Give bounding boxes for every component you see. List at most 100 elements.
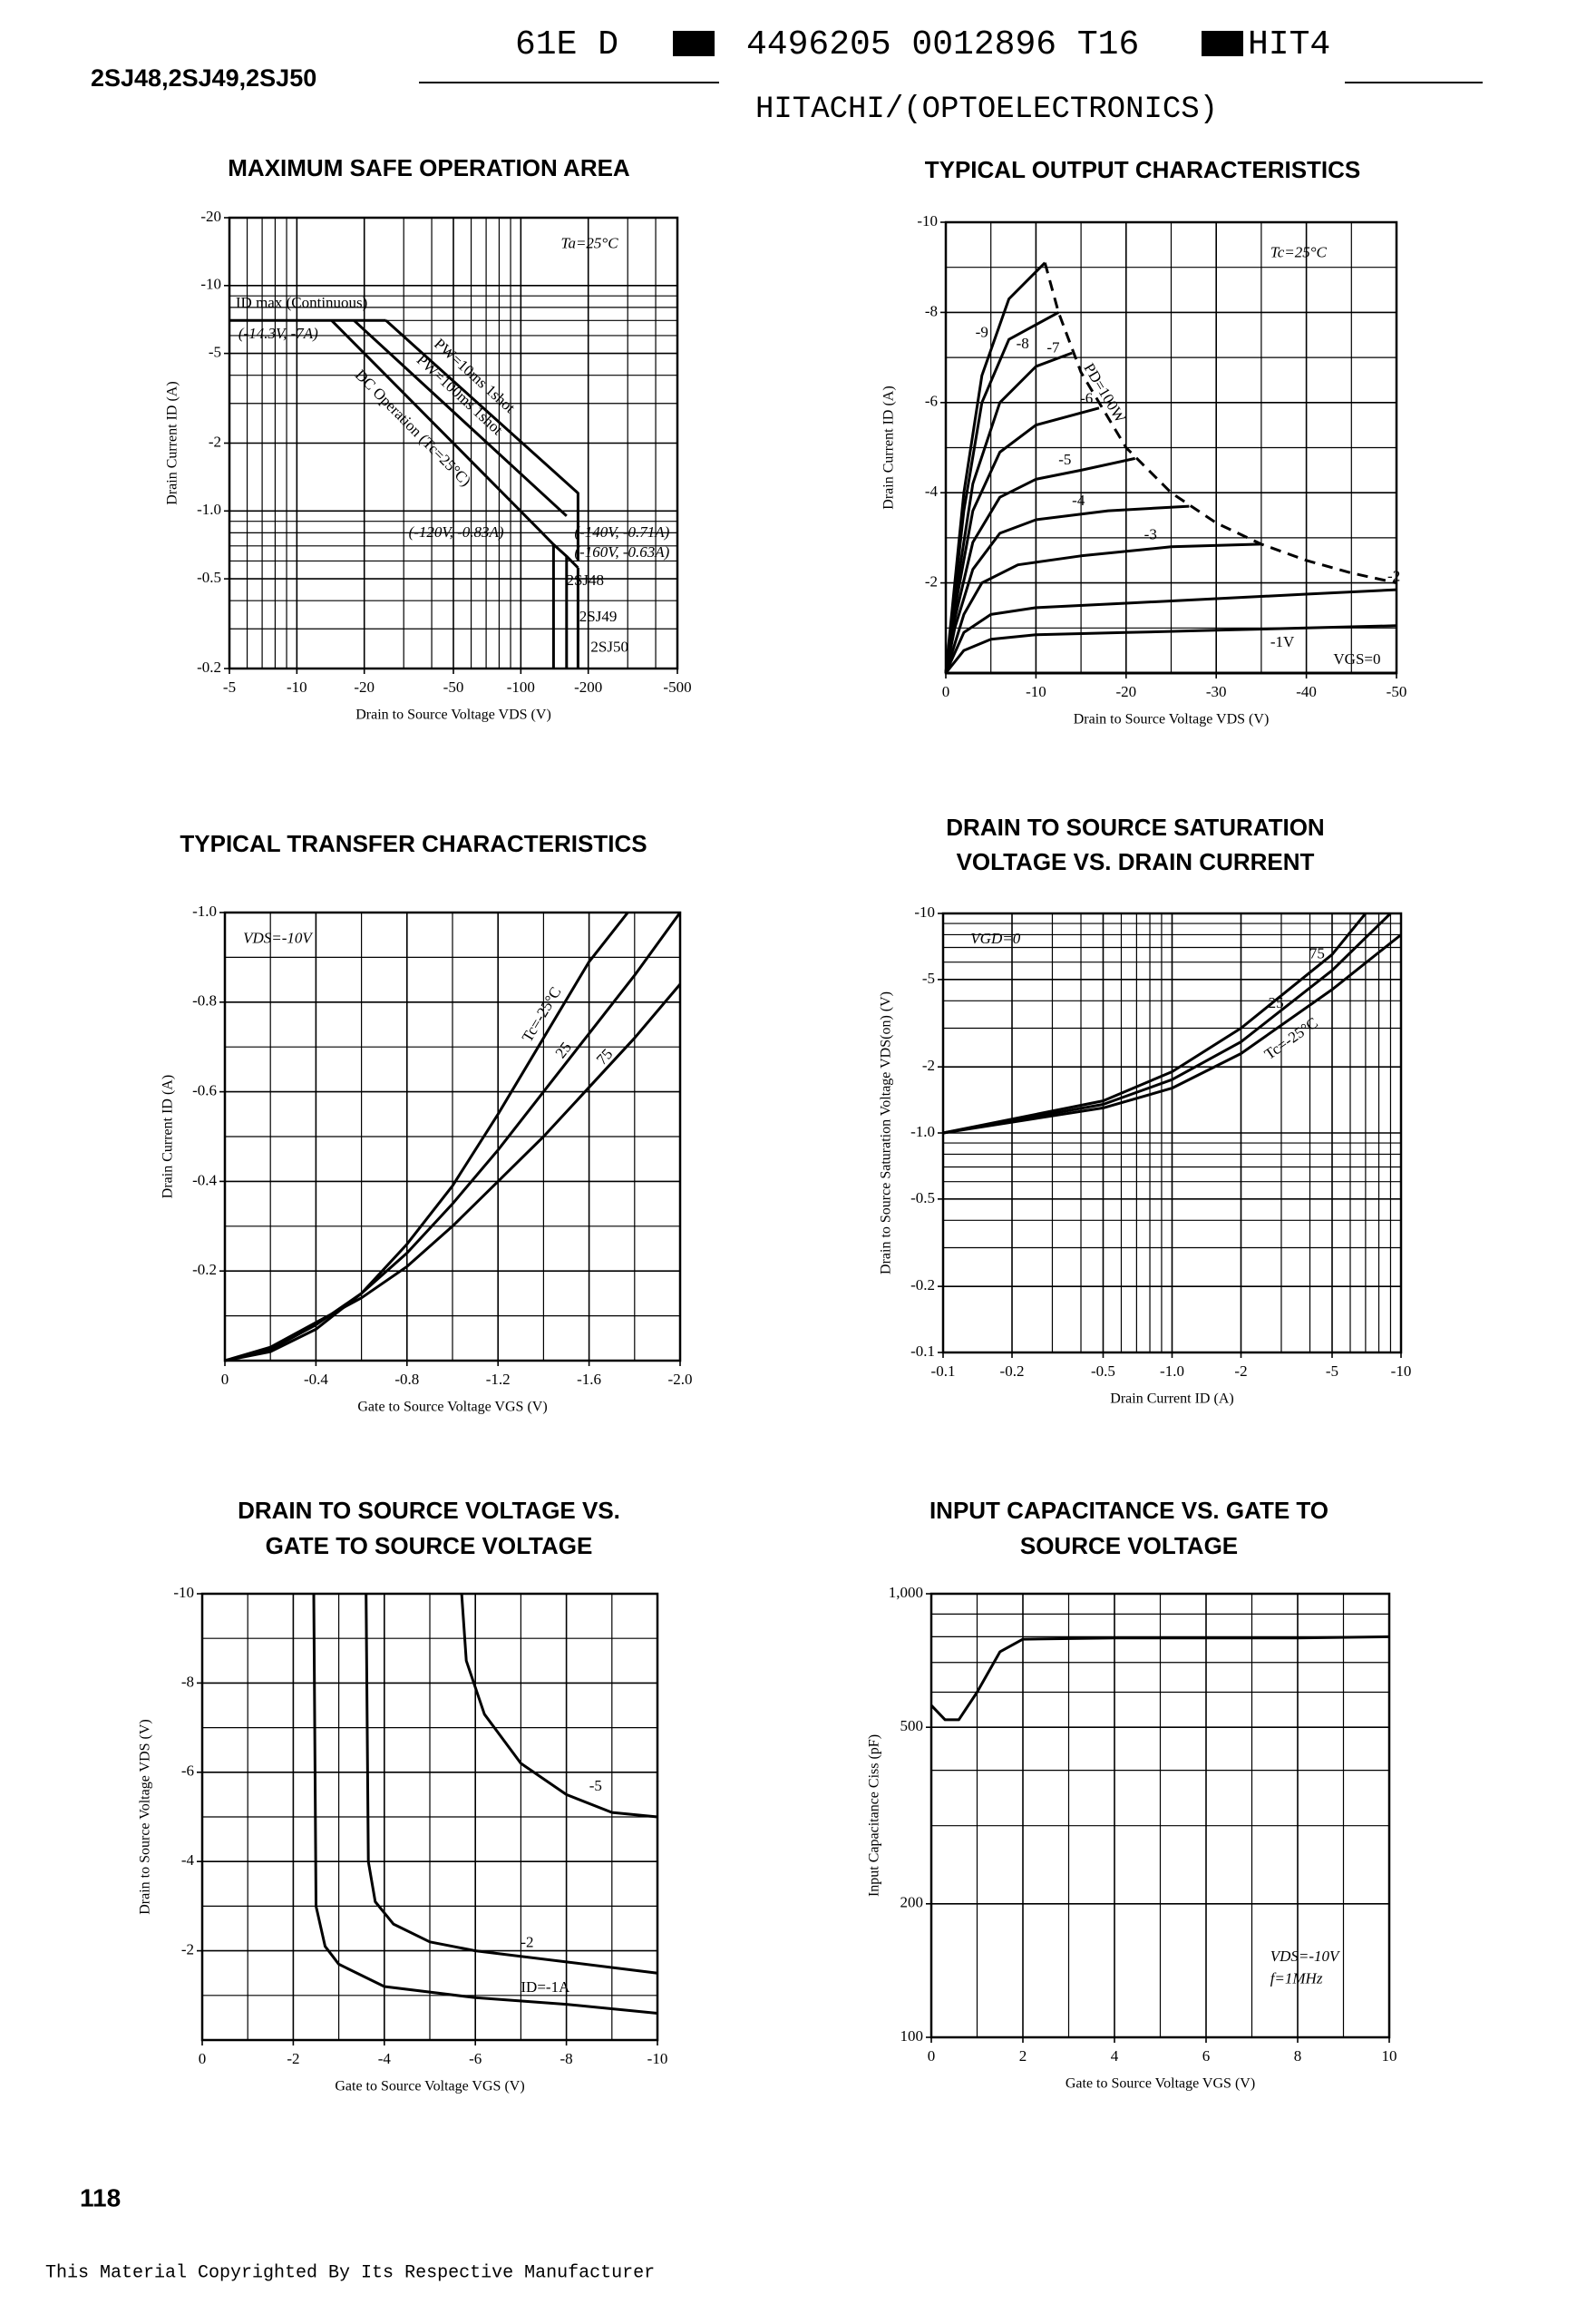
y-tick-label: -10 bbox=[173, 1584, 194, 1601]
x-tick-label: -5 bbox=[1326, 1362, 1338, 1380]
y-tick-label: -2 bbox=[925, 573, 938, 591]
curve bbox=[224, 983, 682, 1362]
curve-label: -3 bbox=[1144, 526, 1157, 543]
header-code: 4496205 0012896 T16 bbox=[746, 25, 1139, 64]
x-tick-label: 0 bbox=[199, 2050, 207, 2067]
curve-label: -7 bbox=[1046, 338, 1060, 356]
y-tick-label: 200 bbox=[900, 1894, 924, 1911]
y-axis-label: Drain Current ID (A) bbox=[165, 381, 180, 504]
x-axis-label: Drain to Source Voltage VDS (V) bbox=[1074, 712, 1270, 727]
y-tick-label: -2 bbox=[209, 433, 221, 450]
x-tick-label: -0.2 bbox=[1000, 1362, 1025, 1380]
curve bbox=[944, 261, 1046, 674]
annotation: (-14.3V, -7A) bbox=[238, 325, 318, 342]
curve-label: 2SJ48 bbox=[566, 571, 604, 589]
curve bbox=[224, 912, 682, 1362]
company: HITACHI/(OPTOELECTRONICS) bbox=[755, 93, 1218, 127]
x-tick-label: 2 bbox=[1019, 2047, 1027, 2065]
header-block bbox=[1202, 31, 1243, 56]
header-code: HIT4 bbox=[1248, 25, 1330, 64]
x-tick-label: -10 bbox=[647, 2050, 668, 2067]
x-tick-label: -8 bbox=[560, 2050, 573, 2067]
y-tick-label: -5 bbox=[922, 970, 935, 987]
x-tick-label: -200 bbox=[574, 679, 602, 696]
x-axis-label: Gate to Source Voltage VGS (V) bbox=[335, 2079, 524, 2094]
curve-label: 2SJ50 bbox=[590, 639, 628, 656]
header-block bbox=[673, 31, 715, 56]
curve-label: -8 bbox=[1017, 335, 1029, 352]
chart-title: MAXIMUM SAFE OPERATION AREA bbox=[228, 154, 630, 181]
curve bbox=[944, 542, 1261, 674]
x-axis-label: Gate to Source Voltage VGS (V) bbox=[1066, 2076, 1255, 2092]
curve bbox=[944, 624, 1397, 674]
y-tick-label: 100 bbox=[900, 2027, 924, 2045]
annotation: (-160V, -0.63A) bbox=[574, 543, 669, 561]
curve-label: VGS=0 bbox=[1333, 650, 1380, 668]
y-tick-label: -0.1 bbox=[910, 1342, 935, 1360]
curve bbox=[929, 1635, 1390, 1722]
y-axis-label: Drain Current ID (A) bbox=[881, 386, 897, 509]
y-tick-label: -10 bbox=[914, 903, 935, 921]
x-tick-label: -0.1 bbox=[931, 1362, 956, 1380]
y-tick-label: -0.2 bbox=[197, 659, 221, 676]
x-tick-label: -2.0 bbox=[668, 1371, 693, 1388]
curve bbox=[944, 504, 1190, 674]
y-tick-label: -8 bbox=[181, 1673, 194, 1690]
curve-label: ID=-1A bbox=[521, 1978, 570, 1996]
y-axis-label: Input Capacitance Ciss (pF) bbox=[867, 1734, 882, 1897]
curve bbox=[1043, 262, 1397, 585]
chart-title: VOLTAGE VS. DRAIN CURRENT bbox=[957, 848, 1315, 875]
footer: This Material Copyrighted By Its Respect… bbox=[45, 2262, 655, 2283]
curve bbox=[353, 319, 568, 517]
y-tick-label: -1.0 bbox=[910, 1123, 935, 1140]
y-axis-label: Drain Current ID (A) bbox=[161, 1075, 176, 1198]
y-axis-label: Drain to Source Saturation Voltage VDS(o… bbox=[879, 991, 894, 1274]
annotation: (-120V, -0.83A) bbox=[409, 523, 504, 541]
x-tick-label: -10 bbox=[1026, 683, 1046, 700]
y-tick-label: -0.2 bbox=[910, 1276, 935, 1294]
chart-title: TYPICAL OUTPUT CHARACTERISTICS bbox=[925, 156, 1361, 183]
x-tick-label: -10 bbox=[1391, 1362, 1412, 1380]
x-tick-label: -50 bbox=[1387, 683, 1407, 700]
y-tick-label: -1.0 bbox=[192, 903, 217, 920]
plot-frame bbox=[929, 1592, 1391, 2039]
annotation: Tc=25°C bbox=[1270, 244, 1328, 261]
annotation: VDS=-10V bbox=[243, 930, 314, 947]
page-number: 118 bbox=[80, 2183, 121, 2211]
y-tick-label: -6 bbox=[181, 1762, 194, 1780]
curve bbox=[384, 319, 579, 561]
curve-label: -2 bbox=[521, 1934, 533, 1951]
y-tick-label: -0.6 bbox=[192, 1082, 217, 1099]
x-tick-label: -500 bbox=[663, 679, 691, 696]
annotation: f=1MHz bbox=[1270, 1969, 1323, 1987]
x-tick-label: -0.8 bbox=[394, 1371, 419, 1388]
annotation: Ta=25°C bbox=[561, 235, 619, 252]
curve-label: 2SJ49 bbox=[579, 608, 618, 625]
x-tick-label: -5 bbox=[223, 679, 236, 696]
x-tick-label: -1.0 bbox=[1160, 1362, 1184, 1380]
curve-label: -6 bbox=[1080, 389, 1093, 406]
y-tick-label: -2 bbox=[922, 1057, 935, 1074]
y-tick-label: -4 bbox=[925, 483, 939, 500]
curve bbox=[365, 1593, 658, 1975]
y-tick-label: -0.5 bbox=[910, 1189, 935, 1206]
curve-label: -9 bbox=[976, 324, 988, 341]
x-tick-label: -1.2 bbox=[486, 1371, 511, 1388]
y-axis-label: Drain to Source Voltage VDS (V) bbox=[138, 1719, 153, 1915]
x-tick-label: -20 bbox=[354, 679, 375, 696]
y-tick-label: -0.8 bbox=[192, 992, 217, 1010]
plot-frame bbox=[228, 216, 679, 670]
y-tick-label: -4 bbox=[181, 1851, 195, 1869]
header-code: 61E D bbox=[515, 25, 618, 64]
curve bbox=[942, 913, 1367, 1135]
chart-title: INPUT CAPACITANCE VS. GATE TO bbox=[929, 1497, 1328, 1524]
x-tick-label: 0 bbox=[942, 683, 950, 700]
x-tick-label: 6 bbox=[1202, 2047, 1211, 2065]
y-tick-label: -6 bbox=[925, 393, 938, 410]
x-axis-label: Drain to Source Voltage VDS (V) bbox=[355, 708, 551, 723]
curve bbox=[944, 588, 1397, 674]
x-tick-label: -0.4 bbox=[304, 1371, 328, 1388]
curve-label: -5 bbox=[1058, 451, 1071, 468]
